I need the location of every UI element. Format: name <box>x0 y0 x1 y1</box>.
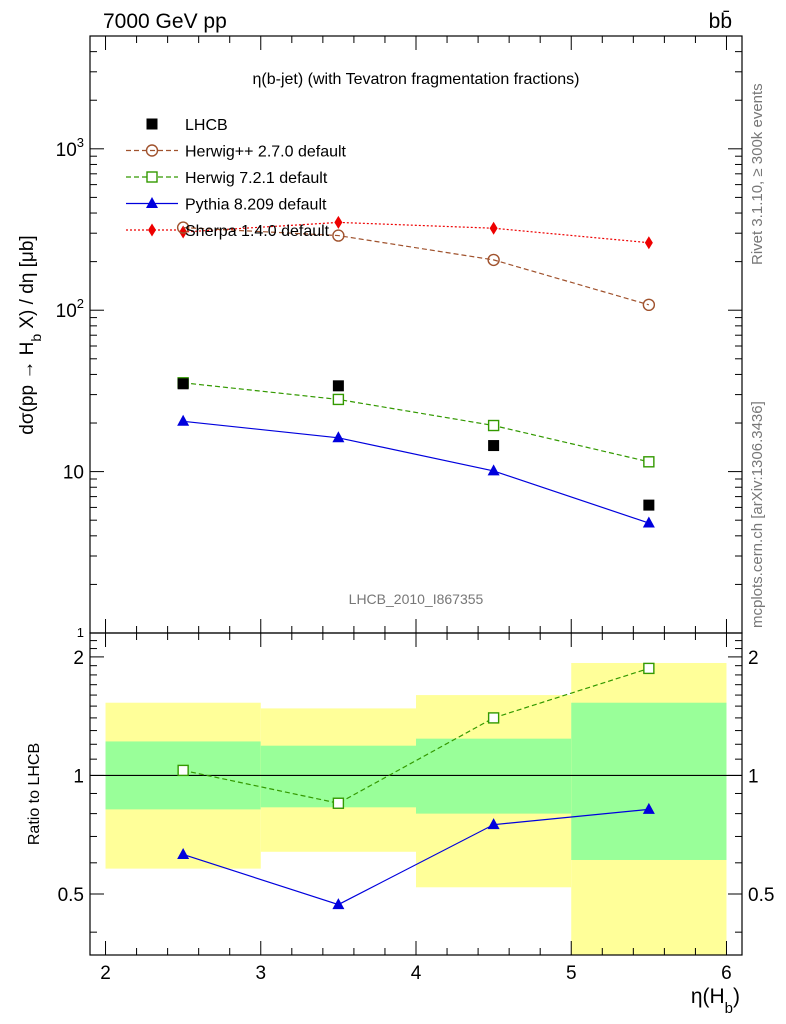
legend: LHCB Herwig++ 2.7.0 default Herwig 7.2.1 d… <box>126 117 347 240</box>
data-point <box>643 456 655 468</box>
data-point <box>177 764 189 777</box>
y-tick-label-right: 2 <box>748 648 759 669</box>
main-x-axis <box>105 36 727 633</box>
data-point <box>177 847 190 859</box>
data-point <box>332 898 345 910</box>
rivet-label: Rivet 3.1.10, ≥ 300k events <box>749 83 766 265</box>
legend-label: LHCB <box>185 117 228 134</box>
y-tick-label-right: 0.5 <box>748 885 774 906</box>
series-line <box>183 667 650 804</box>
data-point <box>489 221 498 235</box>
data-point <box>487 253 500 267</box>
mcplots-label: mcplots.cern.ch [arXiv:1306.3436] <box>749 401 766 628</box>
uncertainty-band-inner <box>260 745 416 808</box>
y-tick-label: 102 <box>56 296 84 322</box>
y-tick-label: 1 <box>73 766 84 787</box>
data-point <box>488 440 500 452</box>
data-point <box>334 215 343 229</box>
data-point <box>177 414 190 426</box>
y-tick-label: 103 <box>56 135 84 161</box>
data-point <box>176 221 190 234</box>
series-line <box>183 382 649 463</box>
legend-label: Herwig++ 2.7.0 default <box>185 144 347 161</box>
main-plot-area <box>176 215 656 528</box>
main-panel: 1 10 102 103 η(b-jet) (with Tevatron fragme… <box>17 35 743 640</box>
ratio-x-axis: 2 3 4 5 6 <box>100 633 732 984</box>
data-point <box>332 393 345 406</box>
data-point <box>179 225 188 239</box>
legend-marker <box>146 118 158 130</box>
x-tick-label: 6 <box>721 963 732 984</box>
legend-marker <box>146 171 158 183</box>
series-line <box>183 226 650 306</box>
data-point <box>487 712 500 724</box>
legend-marker <box>146 197 158 208</box>
legend-marker <box>145 144 159 157</box>
ratio-panel: 0.5 0.5 1 1 2 2 2 3 4 5 6 Ratio to LHCB η(Hb) <box>26 632 774 1017</box>
uncertainty-band-inner <box>416 738 572 814</box>
ratio-y-label: Ratio to LHCB <box>26 743 43 845</box>
y-tick-label: 2 <box>73 648 84 669</box>
legend-label: Pythia 8.209 default <box>185 197 327 214</box>
data-point <box>487 419 500 432</box>
x-tick-label: 3 <box>255 963 266 984</box>
data-point <box>643 499 655 511</box>
legend-label: Sherpa 1.4.0 default <box>185 223 330 240</box>
y-tick-label: 0.5 <box>58 885 84 906</box>
legend-entry: Herwig++ 2.7.0 default <box>126 144 347 161</box>
data-point <box>643 662 655 675</box>
data-point <box>642 516 655 528</box>
series-line <box>183 420 650 524</box>
data-point <box>332 797 345 809</box>
data-point <box>332 431 345 443</box>
legend-entry: Sherpa 1.4.0 default <box>126 223 330 240</box>
ratio-y-axis: 0.5 0.5 1 1 2 2 <box>58 640 774 933</box>
data-point <box>642 802 655 814</box>
data-point <box>487 818 500 830</box>
main-y-axis: 1 10 102 103 <box>56 35 742 640</box>
data-point <box>642 298 656 312</box>
data-point <box>644 236 653 250</box>
data-point <box>332 229 345 242</box>
x-tick-label: 2 <box>100 963 111 984</box>
header-left: 7000 GeV pp <box>103 10 227 33</box>
data-point <box>487 464 500 476</box>
legend-entry: Herwig 7.2.1 default <box>126 170 328 187</box>
series-line <box>182 808 649 906</box>
x-tick-label: 4 <box>411 963 422 984</box>
series-line <box>183 221 649 244</box>
x-tick-label: 5 <box>566 963 577 984</box>
y-tick-label: 10 <box>63 463 84 484</box>
ratio-plot-area <box>90 662 742 955</box>
legend-label: Herwig 7.2.1 default <box>185 170 328 187</box>
legend-entry: Pythia 8.209 default <box>126 197 327 214</box>
analysis-label: LHCB_2010_I867355 <box>349 591 484 607</box>
main-y-label: dσ(pp → Hb X) / dη [μb] <box>17 235 44 434</box>
legend-entry: LHCB <box>146 117 228 134</box>
data-point <box>332 380 344 392</box>
main-title: η(b-jet) (with Tevatron fragmentation fr… <box>253 71 580 88</box>
x-axis-label: η(Hb) <box>691 985 740 1017</box>
header-right: bb̄ <box>709 10 732 33</box>
uncertainty-band-inner <box>571 702 727 860</box>
y-tick-label: 1 <box>77 625 84 640</box>
legend-marker <box>148 223 156 237</box>
y-tick-label-right: 1 <box>748 766 759 787</box>
data-point <box>177 378 189 390</box>
